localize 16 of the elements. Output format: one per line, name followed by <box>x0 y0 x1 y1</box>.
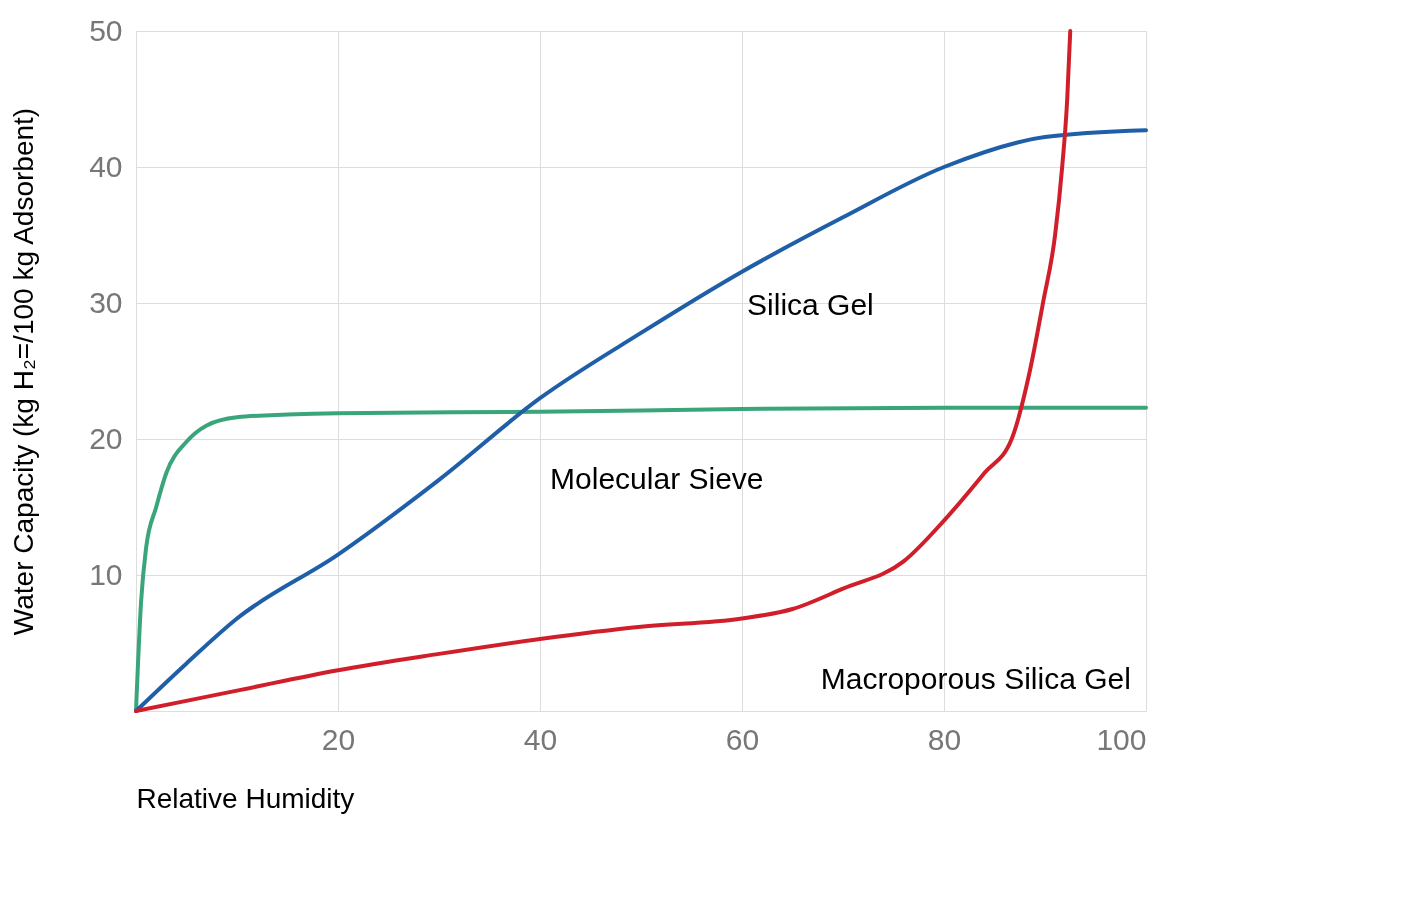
y-tick-label: 50 <box>89 13 123 47</box>
x-tick-label: 20 <box>321 722 356 756</box>
y-axis-title: Water Capacity (kg H₂=/100 kg Adsorbent) <box>8 107 40 636</box>
y-tick-label: 40 <box>89 149 123 183</box>
series-label: Molecular Sieve <box>550 461 764 495</box>
x-tick-label: 40 <box>523 722 558 756</box>
x-tick-label: 60 <box>725 722 760 756</box>
y-tick-label: 20 <box>89 421 123 455</box>
x-tick-label: 100 <box>1096 722 1147 756</box>
line-series <box>134 405 1148 713</box>
series-label: Silica Gel <box>747 288 874 322</box>
x-tick-label: 80 <box>927 722 962 756</box>
y-tick-label: 10 <box>89 557 123 591</box>
y-tick-label: 30 <box>89 285 123 319</box>
series-label: Macroporous Silica Gel <box>820 662 1131 696</box>
x-axis-title: Relative Humidity <box>136 782 355 814</box>
